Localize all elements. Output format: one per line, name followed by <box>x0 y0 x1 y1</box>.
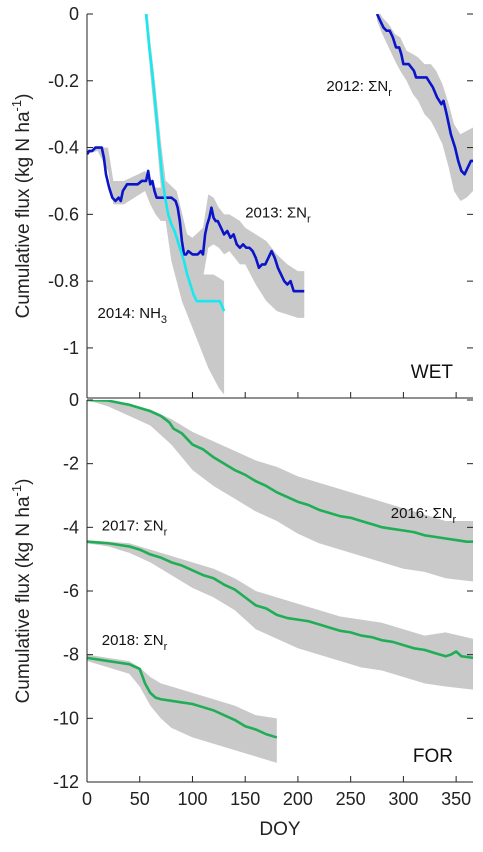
y-axis-label: Cumulative flux (kg N ha-1) <box>9 479 34 704</box>
y-tick-label: 0 <box>69 390 79 410</box>
x-axis-label: DOY <box>259 819 301 840</box>
series-label-3: 2018: ΣNr <box>102 632 168 653</box>
uncertainty-band-2 <box>87 147 305 318</box>
uncertainty-band-3 <box>147 14 225 395</box>
x-tick-label: 200 <box>283 789 313 809</box>
y-tick-label: 0 <box>69 4 79 24</box>
series-line-2 <box>87 540 473 660</box>
y-tick-label: -6 <box>63 581 79 601</box>
series-label-3-main: 2014: NH <box>98 305 161 322</box>
series-line-1 <box>87 400 473 543</box>
series-label-3-main: 2018: ΣN <box>102 632 164 649</box>
y-tick-label: -0.8 <box>48 271 79 291</box>
series-label-3-sub: r <box>164 641 168 653</box>
x-tick-label: 0 <box>82 789 92 809</box>
panel-for: 0-2-4-6-8-10-120 50 100 150 200 250 300 350DOYC… <box>9 390 473 840</box>
series-label-1-sub: r <box>388 87 392 99</box>
series-label-1: 2016: ΣNr <box>391 505 457 526</box>
panel-tag: WET <box>411 362 454 383</box>
series-line-1 <box>375 14 473 176</box>
uncertainty-band-3 <box>87 654 277 763</box>
y-tick-label: -0.6 <box>48 204 79 224</box>
series-label-2: 2017: ΣNr <box>102 518 168 539</box>
series-label-3-sub: 3 <box>161 314 167 326</box>
series-label-3: 2014: NH3 <box>98 305 168 326</box>
x-tick-label: 350 <box>441 789 471 809</box>
plot-area-wet <box>87 14 473 395</box>
y-tick-label: -2 <box>63 454 79 474</box>
series-label-1-sub: r <box>453 514 457 526</box>
series-line-2 <box>87 146 305 293</box>
uncertainty-band-1 <box>377 14 473 201</box>
uncertainty-band-1 <box>87 400 473 582</box>
y-tick-label: -0.2 <box>48 71 79 91</box>
series-label-2-main: 2013: ΣN <box>245 205 307 222</box>
x-tick-label: 250 <box>336 789 366 809</box>
x-tick-label: 300 <box>388 789 418 809</box>
x-tick-label: 150 <box>230 789 260 809</box>
series-line-3 <box>144 14 226 312</box>
y-tick-label: -1 <box>63 338 79 358</box>
y-tick-label: -4 <box>63 517 79 537</box>
x-tick-label: 50 <box>130 789 150 809</box>
y-tick-label: -10 <box>53 708 79 728</box>
series-label-1: 2012: ΣNr <box>326 78 392 99</box>
y-axis-label: Cumulative flux (kg N ha-1) <box>9 94 34 319</box>
series-label-2: 2013: ΣNr <box>245 205 311 226</box>
series-label-2-sub: r <box>307 214 311 226</box>
y-tick-label: -0.4 <box>48 138 79 158</box>
y-tick-label: -12 <box>53 772 79 792</box>
series-label-2-main: 2017: ΣN <box>102 518 164 535</box>
plot-area-for <box>87 400 473 763</box>
series-label-1-main: 2012: ΣN <box>326 78 388 95</box>
panel-tag: FOR <box>413 746 453 767</box>
series-label-2-sub: r <box>164 527 168 539</box>
y-tick-label: -8 <box>63 645 79 665</box>
x-tick-label: 100 <box>177 789 207 809</box>
series-label-1-main: 2016: ΣN <box>391 505 453 522</box>
series-line-3 <box>87 656 278 739</box>
panel-wet: 0 -0.2 -0.4 -0.6 -0.8 -1 Cumulative flux (kg N… <box>9 4 473 399</box>
